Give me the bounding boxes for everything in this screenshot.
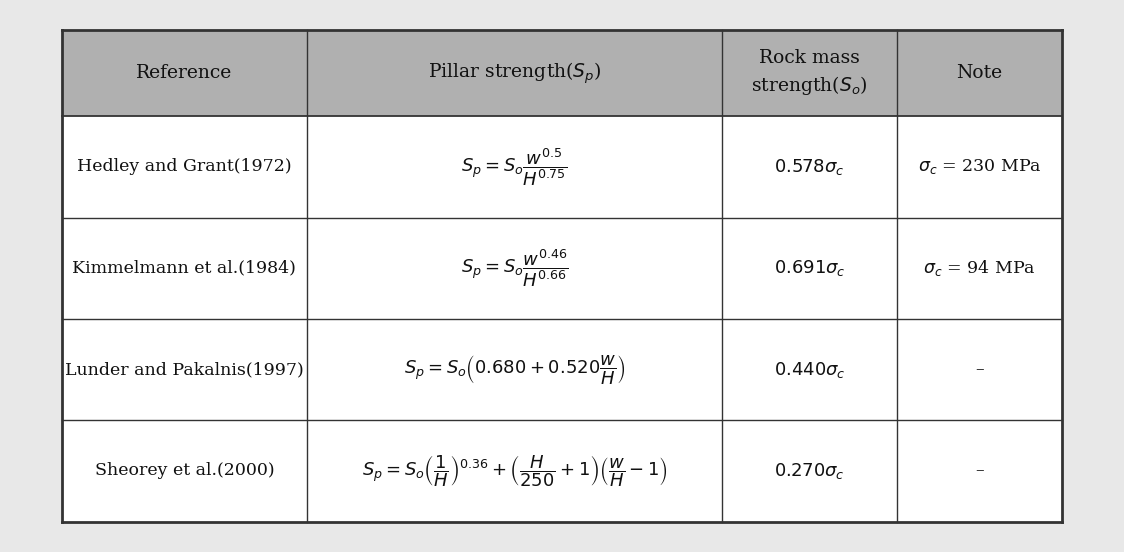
Text: Sheorey et al.(2000): Sheorey et al.(2000) <box>94 463 274 480</box>
Text: –: – <box>976 463 984 480</box>
Text: Kimmelmann et al.(1984): Kimmelmann et al.(1984) <box>72 260 297 277</box>
Bar <box>62 30 307 116</box>
Text: $S_p = S_o\left(0.680+0.520\dfrac{w}{H}\right)$: $S_p = S_o\left(0.680+0.520\dfrac{w}{H}\… <box>404 353 625 386</box>
Text: Note: Note <box>957 65 1003 82</box>
Text: $\sigma_c$ = 230 MPa: $\sigma_c$ = 230 MPa <box>917 157 1042 177</box>
Text: $S_p = S_o\dfrac{w^{0.46}}{H^{0.66}}$: $S_p = S_o\dfrac{w^{0.46}}{H^{0.66}}$ <box>461 247 569 289</box>
Text: $\sigma_c$ = 94 MPa: $\sigma_c$ = 94 MPa <box>923 258 1036 278</box>
Text: Reference: Reference <box>136 65 233 82</box>
Bar <box>62 30 1062 522</box>
Text: –: – <box>976 361 984 378</box>
Text: Hedley and Grant(1972): Hedley and Grant(1972) <box>78 158 291 176</box>
Text: $S_p = S_o\dfrac{w^{0.5}}{H^{0.75}}$: $S_p = S_o\dfrac{w^{0.5}}{H^{0.75}}$ <box>462 146 568 188</box>
Text: Rock mass
strength($S_o$): Rock mass strength($S_o$) <box>751 50 868 97</box>
Text: Pillar strength($S_p$): Pillar strength($S_p$) <box>428 61 601 86</box>
Text: $0.691\sigma_c$: $0.691\sigma_c$ <box>773 258 845 278</box>
Bar <box>307 30 722 116</box>
Text: $0.578\sigma_c$: $0.578\sigma_c$ <box>774 157 845 177</box>
Text: $0.440\sigma_c$: $0.440\sigma_c$ <box>773 360 845 380</box>
Text: $0.270\sigma_c$: $0.270\sigma_c$ <box>774 461 845 481</box>
Text: Lunder and Pakalnis(1997): Lunder and Pakalnis(1997) <box>65 361 303 378</box>
Text: $S_p = S_o\left(\dfrac{1}{H}\right)^{0.36}+\left(\dfrac{H}{250}+1\right)\left(\d: $S_p = S_o\left(\dfrac{1}{H}\right)^{0.3… <box>362 453 668 489</box>
Bar <box>722 30 897 116</box>
Bar <box>897 30 1062 116</box>
